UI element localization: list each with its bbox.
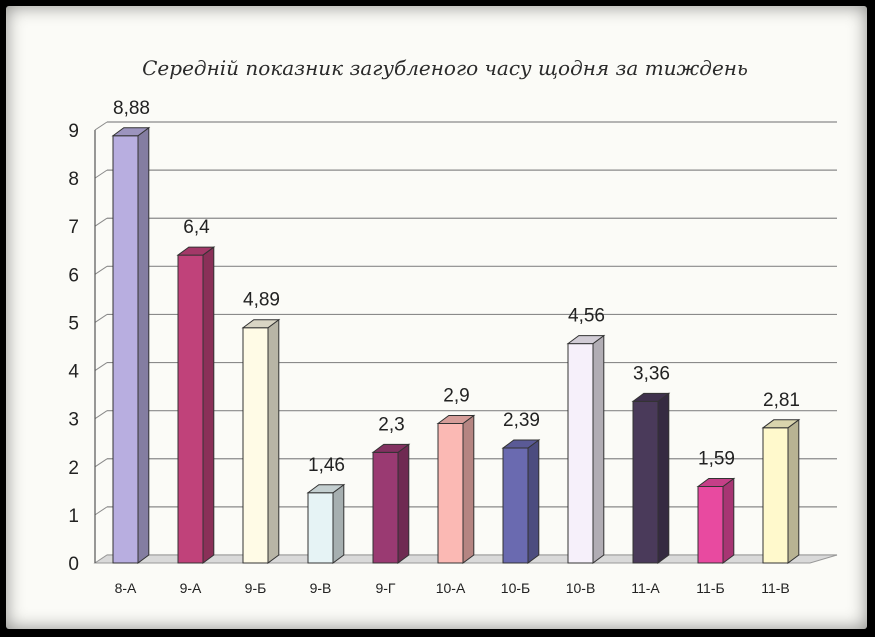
- gridline-side: [94, 410, 108, 420]
- y-axis: 0 1 2 3 4 5 6 7 8 9: [68, 121, 96, 575]
- bars: [111, 126, 801, 564]
- bar: [176, 246, 216, 564]
- y-tick-label: 0: [68, 554, 79, 575]
- y-tick-label: 1: [68, 506, 79, 527]
- data-label: 3,36: [633, 363, 670, 384]
- data-label: 2,9: [443, 385, 469, 406]
- bar: [501, 439, 541, 564]
- bar: [111, 126, 151, 564]
- data-labels: 8,88 6,4 4,89 1,46 2,3 2,9 2,39 4,56 3,36 1,59 2,8…: [113, 98, 800, 476]
- gridline-side: [94, 217, 108, 227]
- y-tick-label: 9: [68, 121, 79, 142]
- y-tick-label: 2: [68, 458, 79, 479]
- data-label: 2,39: [503, 410, 540, 431]
- chart-title: Середній показник загубленого часу щодня…: [142, 56, 748, 80]
- bar: [241, 318, 281, 564]
- gridline-side: [94, 458, 108, 468]
- x-tick-label: 8-А: [115, 580, 137, 596]
- gridline-side: [94, 265, 108, 275]
- bar: [371, 443, 411, 564]
- data-label: 8,88: [113, 98, 150, 119]
- x-tick-label: 10-А: [436, 580, 466, 596]
- x-tick-label: 10-В: [566, 580, 596, 596]
- y-tick-label: 5: [68, 313, 79, 334]
- x-tick-label: 11-Б: [696, 580, 724, 596]
- x-tick-label: 9-А: [180, 580, 202, 596]
- gridline-side: [94, 121, 108, 131]
- data-label: 4,56: [568, 306, 605, 327]
- x-tick-label: 9-Б: [245, 580, 267, 596]
- x-tick-label: 9-Г: [375, 580, 395, 596]
- y-tick-label: 8: [68, 169, 79, 190]
- bar: [696, 477, 736, 564]
- x-tick-label: 11-А: [631, 580, 660, 596]
- gridline-side: [94, 506, 108, 516]
- bar: [566, 334, 606, 564]
- data-label: 2,3: [378, 414, 404, 435]
- x-tick-label: 11-В: [761, 580, 790, 596]
- gridline-side: [94, 169, 108, 179]
- data-label: 1,46: [308, 455, 345, 476]
- gridline-side: [94, 314, 108, 323]
- data-label: 1,59: [698, 449, 735, 470]
- data-label: 4,89: [243, 290, 280, 311]
- x-axis-labels: 8-А 9-А 9-Б 9-В 9-Г 10-А 10-Б 10-В 11-А 11-Б 11-В: [115, 580, 790, 596]
- y-tick-label: 7: [68, 217, 79, 238]
- data-label: 2,81: [763, 390, 800, 411]
- bar: [436, 414, 476, 564]
- bar: [761, 418, 801, 564]
- y-tick-label: 3: [68, 410, 79, 431]
- bar: [631, 392, 671, 564]
- y-tick-label: 6: [68, 265, 79, 286]
- y-tick-label: 4: [68, 362, 79, 383]
- x-tick-label: 10-Б: [501, 580, 530, 596]
- bar: [306, 483, 346, 564]
- gridline-side: [94, 362, 108, 371]
- data-label: 6,4: [183, 217, 210, 238]
- x-tick-label: 9-В: [310, 580, 332, 596]
